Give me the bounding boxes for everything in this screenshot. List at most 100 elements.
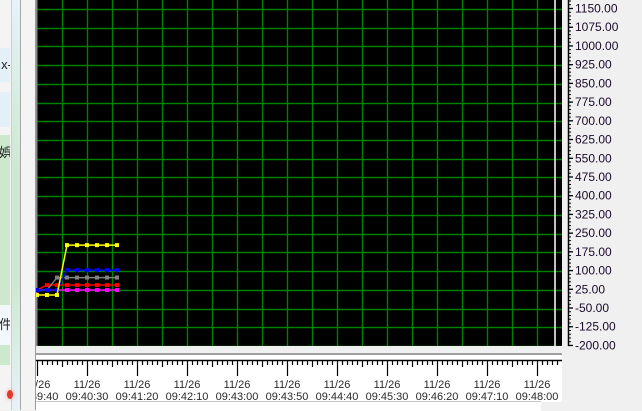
x-tick-time-label: 09:40:30	[66, 391, 109, 402]
side-list-item[interactable]: 娯	[0, 135, 10, 170]
y-tick-label: 700.00	[575, 114, 612, 128]
data-point	[95, 275, 99, 280]
side-list-item-label: 文件	[0, 317, 10, 332]
x-axis-panel: 11/2609:39:4011/2609:40:3011/2609:41:201…	[36, 353, 562, 402]
side-list-item-label: 娯	[0, 144, 10, 160]
x-tick-date-label: 11/26	[324, 379, 351, 391]
data-point	[45, 283, 49, 288]
data-point	[55, 275, 59, 280]
data-point	[75, 243, 79, 248]
x-tick-date-label: 11/26	[36, 379, 50, 391]
x-tick-time-label: 09:47:10	[466, 391, 509, 402]
y-tick-label: 1150.00	[575, 2, 618, 16]
data-point	[65, 288, 69, 293]
data-point	[85, 268, 89, 273]
data-point	[105, 275, 109, 280]
side-list-item[interactable]: 文件	[0, 305, 10, 345]
horizontal-scrollbar[interactable]	[36, 401, 541, 411]
data-point	[75, 275, 79, 280]
y-tick-label: 625.00	[575, 133, 612, 147]
data-point	[75, 283, 79, 288]
data-point	[65, 275, 69, 280]
side-list-item-label: x-	[1, 57, 10, 72]
chart-plot-area[interactable]	[35, 0, 562, 348]
y-tick-label: 775.00	[575, 95, 612, 109]
y-tick-label: 1075.00	[575, 20, 619, 34]
y-tick-label: 850.00	[575, 76, 612, 90]
side-list-item[interactable]	[0, 92, 10, 127]
data-point	[75, 288, 79, 293]
data-point	[85, 243, 89, 248]
x-tick-date-label: 11/26	[524, 379, 551, 391]
y-tick-label: 400.00	[575, 189, 612, 203]
data-point	[85, 288, 89, 293]
data-point	[85, 283, 89, 288]
data-point	[75, 268, 79, 273]
x-tick-date-label: 11/26	[174, 379, 201, 391]
data-point	[45, 293, 49, 298]
x-tick-date-label: 11/26	[124, 379, 151, 391]
data-point	[95, 288, 99, 293]
data-point	[95, 283, 99, 288]
side-list-item[interactable]	[0, 170, 10, 305]
y-tick-label: 550.00	[575, 151, 612, 165]
chart-svg	[35, 0, 562, 348]
data-point	[65, 283, 69, 288]
status-dot-icon	[7, 390, 13, 399]
y-tick-label: 475.00	[575, 170, 612, 184]
data-point	[55, 288, 59, 293]
y-axis-svg: 1150.00 1075.00 1000.00 925.00 850.00 775.00 7…	[567, 0, 619, 352]
y-tick-label: 25.00	[575, 282, 605, 296]
side-list-item[interactable]: x-	[0, 48, 10, 82]
data-point	[65, 243, 69, 248]
data-point	[105, 283, 109, 288]
y-tick-label: -50.00	[575, 301, 609, 315]
x-tick-time-label: 09:46:20	[416, 391, 459, 402]
data-point	[95, 268, 99, 273]
data-point	[105, 288, 109, 293]
y-tick-label: 100.00	[575, 264, 612, 278]
data-point	[85, 275, 89, 280]
y-tick-label: -125.00	[575, 320, 616, 334]
x-tick-date-label: 11/26	[74, 379, 101, 391]
data-point	[115, 268, 119, 273]
data-point	[65, 268, 69, 273]
x-tick-date-label: 11/26	[374, 379, 401, 391]
x-tick-time-label: 09:42:10	[166, 391, 209, 402]
side-list-item[interactable]	[0, 345, 10, 365]
y-tick-label: -200.00	[575, 338, 616, 350]
data-point	[45, 288, 49, 293]
x-tick-time-label: 09:45:30	[366, 391, 409, 402]
data-point	[115, 275, 119, 280]
x-tick-time-label: 09:41:20	[116, 391, 159, 402]
y-axis-panel: 1150.00 1075.00 1000.00 925.00 850.00 775.00 7…	[562, 0, 642, 352]
x-tick-time-label: 09:44:40	[316, 391, 359, 402]
y-tick-label: 175.00	[575, 245, 612, 259]
y-tick-label: 325.00	[575, 207, 612, 221]
data-point	[55, 293, 59, 298]
data-point	[35, 288, 39, 293]
x-tick-date-label: 11/26	[274, 379, 301, 391]
y-tick-label: 925.00	[575, 58, 612, 72]
data-point	[55, 283, 59, 288]
x-tick-date-label: 11/26	[224, 379, 251, 391]
splitter[interactable]	[21, 0, 36, 410]
data-point	[115, 243, 119, 248]
data-point	[35, 293, 39, 298]
data-point	[105, 243, 109, 248]
data-point	[95, 243, 99, 248]
y-tick-label: 250.00	[575, 226, 612, 240]
x-tick-time-label: 09:43:00	[216, 391, 259, 402]
side-panel: x- 娯文件	[0, 0, 36, 410]
x-tick-date-label: 11/26	[474, 379, 501, 391]
x-axis-svg: 11/2609:39:4011/2609:40:3011/2609:41:201…	[36, 359, 562, 402]
data-point	[105, 268, 109, 273]
side-scrollbar[interactable]	[11, 0, 21, 410]
x-tick-time-label: 09:39:40	[36, 391, 58, 402]
x-tick-time-label: 09:43:50	[266, 391, 309, 402]
x-tick-time-label: 09:48:00	[516, 391, 559, 402]
y-tick-label: 1000.00	[575, 39, 619, 53]
x-tick-date-label: 11/26	[424, 379, 451, 391]
data-point	[115, 288, 119, 293]
data-point	[115, 283, 119, 288]
